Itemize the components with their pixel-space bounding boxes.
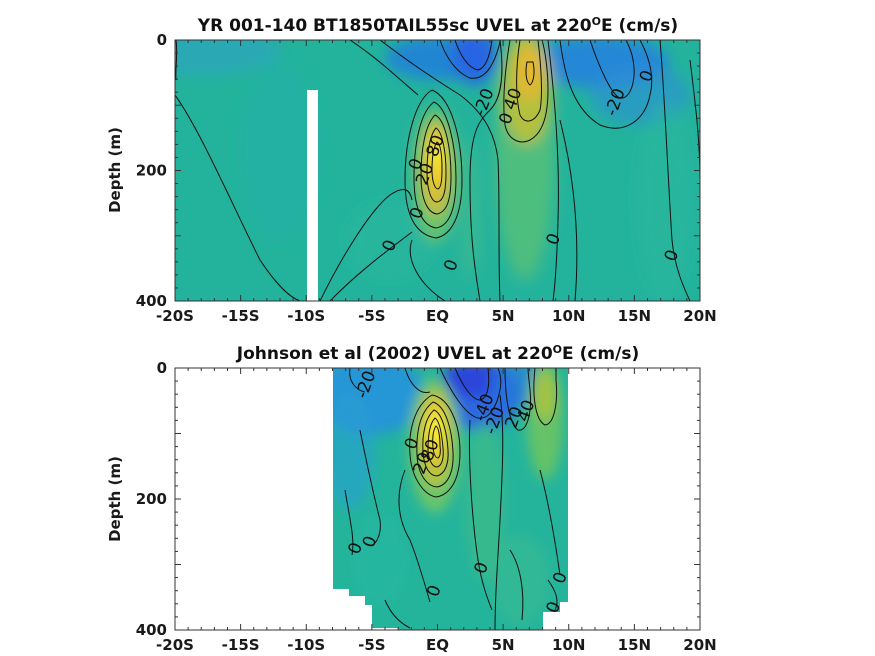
model-y-axis: 0 200 400 — [136, 31, 700, 310]
model-x-tick-label: -10S — [287, 307, 325, 325]
model-x-tick-label: 10N — [552, 307, 585, 325]
observation-x-tick-label: 15N — [618, 636, 651, 654]
observation-x-tick-label: 5N — [492, 636, 515, 654]
observation-y-axis: 0 200 400 — [136, 359, 700, 639]
observation-y-tick-label: 0 — [157, 359, 167, 377]
model-x-tick-label: 5N — [492, 307, 515, 325]
observation-x-tick-label: -5S — [358, 636, 385, 654]
model-colormap — [175, 40, 700, 301]
model-x-axis: -20S -15S -10S -5S EQ 5N 10N 15N 20N — [156, 40, 717, 325]
model-x-tick-label: 15N — [618, 307, 651, 325]
model-x-tick-label: -5S — [358, 307, 385, 325]
observation-x-tick-label: -20S — [156, 636, 194, 654]
observation-x-axis: -20S -15S -10S -5S EQ 5N 10N 15N 20N — [156, 368, 717, 654]
model-x-tick-label: 20N — [683, 307, 716, 325]
observation-x-tick-label: -15S — [222, 636, 260, 654]
model-panel-title: YR 001-140 BT1850TAIL55sc UVEL at 220OE … — [197, 15, 678, 36]
observation-y-axis-label: Depth (m) — [106, 456, 124, 542]
model-missing-data-column — [307, 90, 318, 301]
observation-y-tick-label: 400 — [136, 621, 167, 639]
observation-panel-title: Johnson et al (2002) UVEL at 220OE (cm/s… — [236, 343, 639, 364]
observation-y-tick-label: 200 — [136, 490, 167, 508]
observation-x-tick-label: -10S — [287, 636, 325, 654]
model-y-tick-label: 200 — [136, 162, 167, 180]
model-contours — [175, 40, 700, 301]
model-y-tick-label: 0 — [157, 31, 167, 49]
model-x-tick-label: -20S — [156, 307, 194, 325]
observation-x-tick-label: 10N — [552, 636, 585, 654]
observation-x-tick-label: 20N — [683, 636, 716, 654]
observation-contours — [344, 368, 561, 630]
observation-panel: Johnson et al (2002) UVEL at 220OE (cm/s… — [106, 343, 717, 654]
model-x-tick-label: -15S — [222, 307, 260, 325]
model-x-tick-label: EQ — [426, 307, 449, 325]
observation-x-tick-label: EQ — [426, 636, 449, 654]
observation-colormap — [333, 368, 568, 630]
model-y-tick-label: 400 — [136, 292, 167, 310]
model-y-axis-label: Depth (m) — [106, 127, 124, 213]
model-panel: YR 001-140 BT1850TAIL55sc UVEL at 220OE … — [106, 15, 717, 325]
